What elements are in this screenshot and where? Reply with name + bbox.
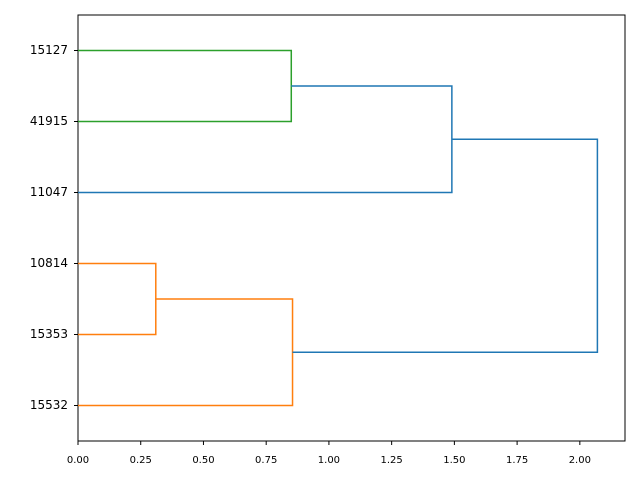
x-tick-label: 1.50 — [443, 455, 465, 466]
x-tick-label: 0.50 — [192, 455, 214, 466]
leaf-label: 11047 — [30, 185, 68, 199]
x-tick-label: 0.75 — [255, 455, 277, 466]
leaf-label: 15353 — [30, 327, 68, 341]
dendrogram-link — [78, 262, 157, 336]
x-tick-label: 1.25 — [381, 455, 403, 466]
leaf-label: 10814 — [30, 256, 68, 270]
x-tick-label: 1.00 — [318, 455, 340, 466]
leaf-label: 15127 — [30, 43, 68, 57]
leaf-label: 41915 — [30, 114, 68, 128]
dendrogram-link — [78, 298, 294, 407]
x-tick-label: 0.00 — [67, 455, 89, 466]
leaf-label: 15532 — [30, 398, 68, 412]
plot-frame — [77, 14, 626, 442]
x-tick-label: 2.00 — [569, 455, 591, 466]
x-tick-label: 1.75 — [506, 455, 528, 466]
dendrogram-link — [78, 85, 453, 194]
dendrogram-link — [78, 49, 293, 123]
dendrogram-link — [292, 138, 599, 353]
x-tick-label: 0.25 — [130, 455, 152, 466]
